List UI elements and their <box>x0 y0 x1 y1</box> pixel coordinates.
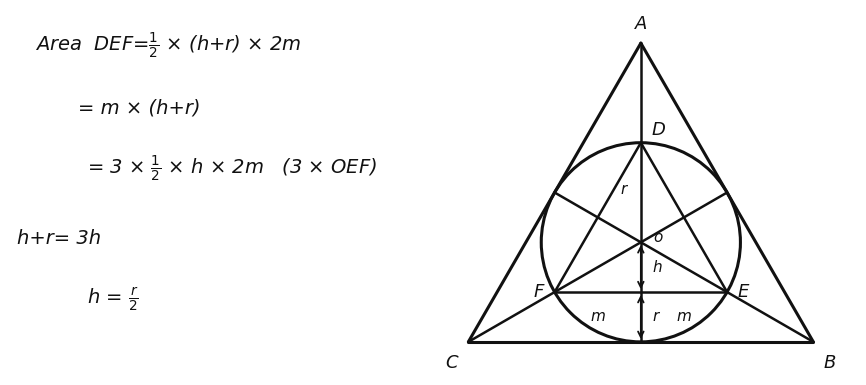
Text: h+r= 3h: h+r= 3h <box>17 229 101 248</box>
Text: F: F <box>533 283 544 301</box>
Text: m: m <box>676 309 691 324</box>
Text: m: m <box>591 309 605 324</box>
Text: E: E <box>738 283 749 301</box>
Text: r: r <box>653 310 659 325</box>
Text: = m × (h+r): = m × (h+r) <box>78 98 200 117</box>
Text: h: h <box>653 260 662 275</box>
Text: D: D <box>651 121 665 139</box>
Text: o: o <box>653 229 662 244</box>
Text: A: A <box>635 15 647 33</box>
Text: Area  DEF=$\frac{1}{2}$ × (h+r) × 2m: Area DEF=$\frac{1}{2}$ × (h+r) × 2m <box>35 31 301 61</box>
Text: = 3 × $\frac{1}{2}$ × h × 2m   (3 × OEF): = 3 × $\frac{1}{2}$ × h × 2m (3 × OEF) <box>87 154 377 184</box>
Text: C: C <box>445 354 458 372</box>
Text: r: r <box>621 182 627 197</box>
Text: h = $\frac{r}{2}$: h = $\frac{r}{2}$ <box>87 286 139 315</box>
Text: B: B <box>824 354 836 372</box>
